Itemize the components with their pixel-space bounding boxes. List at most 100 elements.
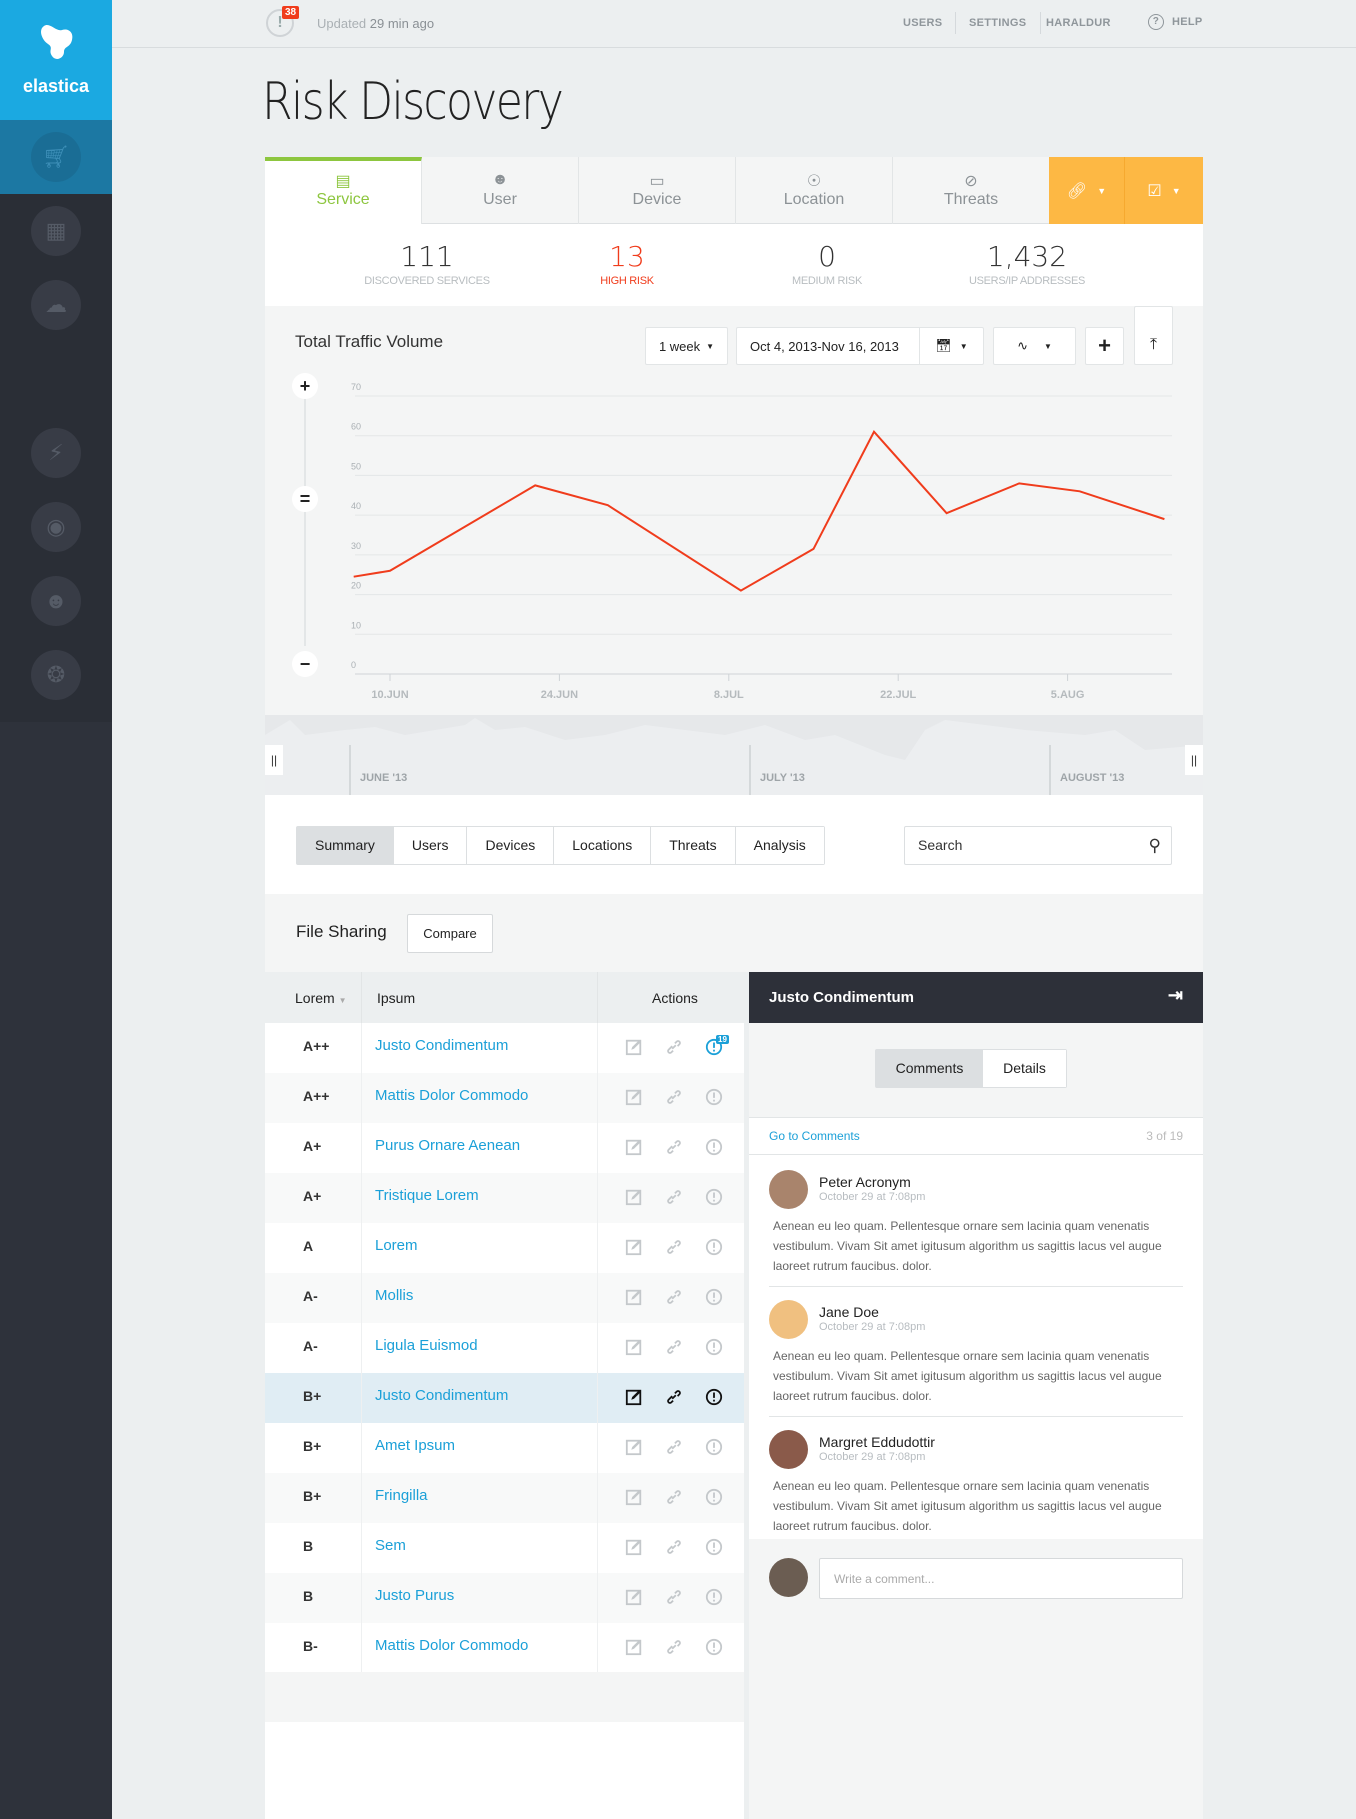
nav-settings[interactable]: SETTINGS (969, 17, 1027, 29)
edit-icon[interactable] (625, 1288, 645, 1308)
service-name-link[interactable]: Justo Purus (375, 1587, 455, 1604)
link-dropdown-button[interactable]: 🔗︎ ▼ (1049, 157, 1125, 224)
edit-icon[interactable] (625, 1038, 645, 1058)
column-header-ipsum[interactable]: Ipsum (377, 990, 416, 1006)
service-name-link[interactable]: Sem (375, 1537, 406, 1554)
service-name-link[interactable]: Lorem (375, 1237, 418, 1254)
link-icon[interactable] (665, 1188, 685, 1208)
service-name-link[interactable]: Justo Condimentum (375, 1387, 509, 1404)
table-row[interactable]: B+ Justo Condimentum (265, 1373, 744, 1423)
service-name-link[interactable]: Purus Ornare Aenean (375, 1137, 521, 1154)
subtab-threats[interactable]: Threats (651, 827, 736, 864)
alert-icon[interactable] (705, 1538, 725, 1558)
table-row[interactable]: B Sem (265, 1523, 744, 1573)
service-name-link[interactable]: Mollis (375, 1287, 414, 1304)
tab-threats[interactable]: ⊘ Threats (893, 157, 1050, 224)
tab-details[interactable]: Details (983, 1050, 1066, 1087)
help-link[interactable]: ? HELP (1148, 14, 1203, 30)
date-range-picker[interactable]: Oct 4, 2013-Nov 16, 2013 📅︎ ▼ (736, 327, 984, 365)
link-icon[interactable] (665, 1238, 685, 1258)
edit-icon[interactable] (625, 1388, 645, 1408)
table-row[interactable]: A+ Tristique Lorem (265, 1173, 744, 1223)
alert-icon[interactable] (705, 1438, 725, 1458)
table-row[interactable]: B+ Fringilla (265, 1473, 744, 1523)
link-icon[interactable] (665, 1388, 685, 1408)
service-name-link[interactable]: Mattis Dolor Commodo (375, 1087, 529, 1104)
navigator-right-handle[interactable]: || (1185, 745, 1203, 775)
table-row[interactable]: B Justo Purus (265, 1573, 744, 1623)
service-name-link[interactable]: Fringilla (375, 1487, 428, 1504)
alert-icon[interactable]: ! (266, 9, 294, 37)
timeline-navigator[interactable]: JUNE '13 JULY '13 AUGUST '13 || || (265, 715, 1203, 795)
edit-icon[interactable] (625, 1188, 645, 1208)
service-name-link[interactable]: Tristique Lorem (375, 1187, 479, 1204)
tab-location[interactable]: ☉ Location (736, 157, 893, 224)
comment-input[interactable]: Write a comment... (819, 1558, 1183, 1599)
column-header-lorem[interactable]: Lorem ▼ (295, 990, 347, 1006)
go-to-comments-link[interactable]: Go to Comments (769, 1129, 860, 1143)
zoom-slider-handle[interactable] (292, 486, 318, 512)
sidebar-item-basket[interactable]: 🛒︎ (0, 120, 112, 194)
subtab-users[interactable]: Users (393, 827, 468, 864)
edit-icon[interactable] (625, 1338, 645, 1358)
edit-icon[interactable] (625, 1238, 645, 1258)
export-button[interactable]: ⤒ (1134, 306, 1173, 365)
subtab-locations[interactable]: Locations (554, 827, 652, 864)
subtab-summary[interactable]: Summary (297, 827, 394, 864)
table-row[interactable]: A- Mollis (265, 1273, 744, 1323)
alert-icon[interactable] (705, 1088, 725, 1108)
table-row[interactable]: A++ Justo Condimentum 19 (265, 1023, 744, 1073)
tab-comments[interactable]: Comments (876, 1050, 983, 1087)
service-name-link[interactable]: Justo Condimentum (375, 1037, 509, 1054)
tab-device[interactable]: ▭ Device (579, 157, 736, 224)
alert-icon[interactable] (705, 1188, 725, 1208)
link-icon[interactable] (665, 1138, 685, 1158)
alert-icon[interactable] (705, 1388, 725, 1408)
table-row[interactable]: A++ Mattis Dolor Commodo (265, 1073, 744, 1123)
nav-user-haraldur[interactable]: HARALDUR (1046, 17, 1111, 29)
table-row[interactable]: B- Mattis Dolor Commodo (265, 1623, 744, 1673)
service-name-link[interactable]: Mattis Dolor Commodo (375, 1637, 529, 1654)
alert-icon[interactable] (705, 1138, 725, 1158)
collapse-panel-icon[interactable]: ⇥ (1167, 985, 1183, 1005)
edit-icon[interactable] (625, 1488, 645, 1508)
edit-icon[interactable] (625, 1538, 645, 1558)
edit-icon[interactable] (625, 1638, 645, 1658)
link-icon[interactable] (665, 1638, 685, 1658)
alert-icon[interactable] (705, 1338, 725, 1358)
compare-button[interactable]: Compare (407, 914, 493, 953)
sidebar-item-compass[interactable]: ❂ (0, 638, 112, 712)
alert-icon[interactable] (705, 1488, 725, 1508)
sidebar-item-cloud[interactable]: ☁ (0, 268, 112, 342)
service-name-link[interactable]: Amet Ipsum (375, 1437, 456, 1454)
edit-icon[interactable] (625, 1438, 645, 1458)
service-name-link[interactable]: Ligula Euismod (375, 1337, 478, 1354)
link-icon[interactable] (665, 1538, 685, 1558)
alert-icon[interactable] (705, 1038, 725, 1058)
zoom-out-button[interactable] (292, 651, 318, 677)
link-icon[interactable] (665, 1588, 685, 1608)
subtab-analysis[interactable]: Analysis (735, 827, 824, 864)
sidebar-item-grid[interactable]: ▦ (0, 194, 112, 268)
checklist-dropdown-button[interactable]: ☑ ▼ (1125, 157, 1203, 224)
period-select[interactable]: 1 week ▼ (645, 327, 728, 365)
table-row[interactable]: A Lorem (265, 1223, 744, 1273)
alert-icon[interactable] (705, 1638, 725, 1658)
table-row[interactable]: B+ Amet Ipsum (265, 1423, 744, 1473)
edit-icon[interactable] (625, 1138, 645, 1158)
alert-icon[interactable] (705, 1288, 725, 1308)
zoom-in-button[interactable] (292, 373, 318, 399)
edit-icon[interactable] (625, 1588, 645, 1608)
subtab-devices[interactable]: Devices (467, 827, 555, 864)
link-icon[interactable] (665, 1088, 685, 1108)
navigator-left-handle[interactable]: || (265, 745, 283, 775)
table-row[interactable]: A- Ligula Euismod (265, 1323, 744, 1373)
add-button[interactable]: + (1085, 327, 1124, 365)
alert-icon[interactable] (705, 1238, 725, 1258)
link-icon[interactable] (665, 1338, 685, 1358)
tab-service[interactable]: ▤ Service (265, 157, 422, 225)
link-icon[interactable] (665, 1038, 685, 1058)
search-input[interactable]: Search ⚲︎ (904, 826, 1172, 865)
alert-icon[interactable] (705, 1588, 725, 1608)
nav-users[interactable]: USERS (903, 17, 943, 29)
